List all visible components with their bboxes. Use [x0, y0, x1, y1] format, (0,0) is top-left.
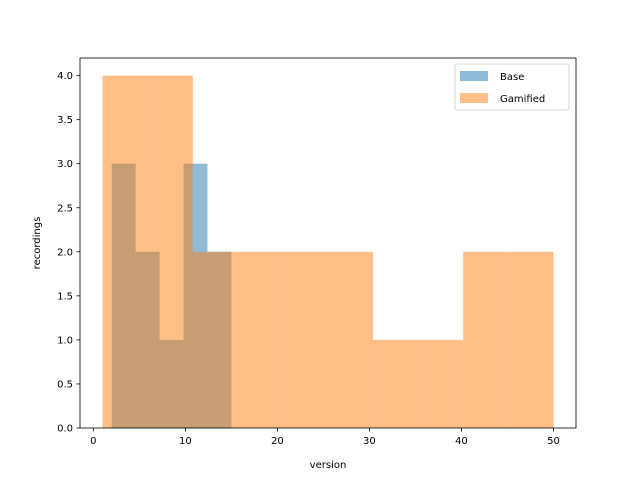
x-axis-ticks: 0 10 20 30 40 50: [90, 428, 560, 447]
x-tick-label: 0: [90, 436, 96, 447]
bar-gamified-4: [282, 251, 328, 428]
legend-label-base: Base: [500, 72, 524, 83]
bar-gamified-9: [508, 251, 554, 428]
bar-gamified-5: [328, 251, 374, 428]
axes-frame: [79, 57, 577, 429]
legend: Base Gamified: [454, 63, 570, 111]
bar-gamified-1: [147, 75, 193, 428]
y-tick-label: 2.5: [57, 203, 73, 214]
bar-gamified-6: [373, 339, 419, 428]
bar-gamified-8: [463, 251, 509, 428]
bar-gamified-2: [192, 251, 238, 428]
y-tick-label: 0.5: [57, 379, 73, 390]
y-tick-label: 3.0: [57, 159, 73, 170]
y-tick-label: 1.5: [57, 291, 73, 302]
bar-gamified-3: [237, 251, 283, 428]
x-tick-label: 30: [363, 436, 376, 447]
y-tick-label: 3.5: [57, 115, 73, 126]
x-tick-label: 10: [179, 436, 192, 447]
y-tick-label: 1.0: [57, 335, 73, 346]
y-tick-label: 4.0: [57, 71, 73, 82]
y-axis-label: recordings: [32, 217, 43, 270]
y-tick-label: 0.0: [57, 424, 73, 435]
x-tick-label: 50: [547, 436, 560, 447]
bars-layer: [102, 75, 554, 428]
legend-swatch-base: [460, 71, 488, 81]
x-tick-label: 40: [455, 436, 468, 447]
legend-label-gamified: Gamified: [500, 94, 545, 105]
x-tick-label: 20: [271, 436, 284, 447]
legend-swatch-gamified: [460, 93, 488, 103]
y-tick-label: 2.0: [57, 247, 73, 258]
x-axis-label: version: [310, 460, 347, 471]
bar-gamified-7: [418, 339, 464, 428]
bar-gamified-0: [102, 75, 148, 428]
y-axis-ticks: 0.0 0.5 1.0 1.5 2.0 2.5 3.0 3.5 4.0: [57, 71, 80, 435]
